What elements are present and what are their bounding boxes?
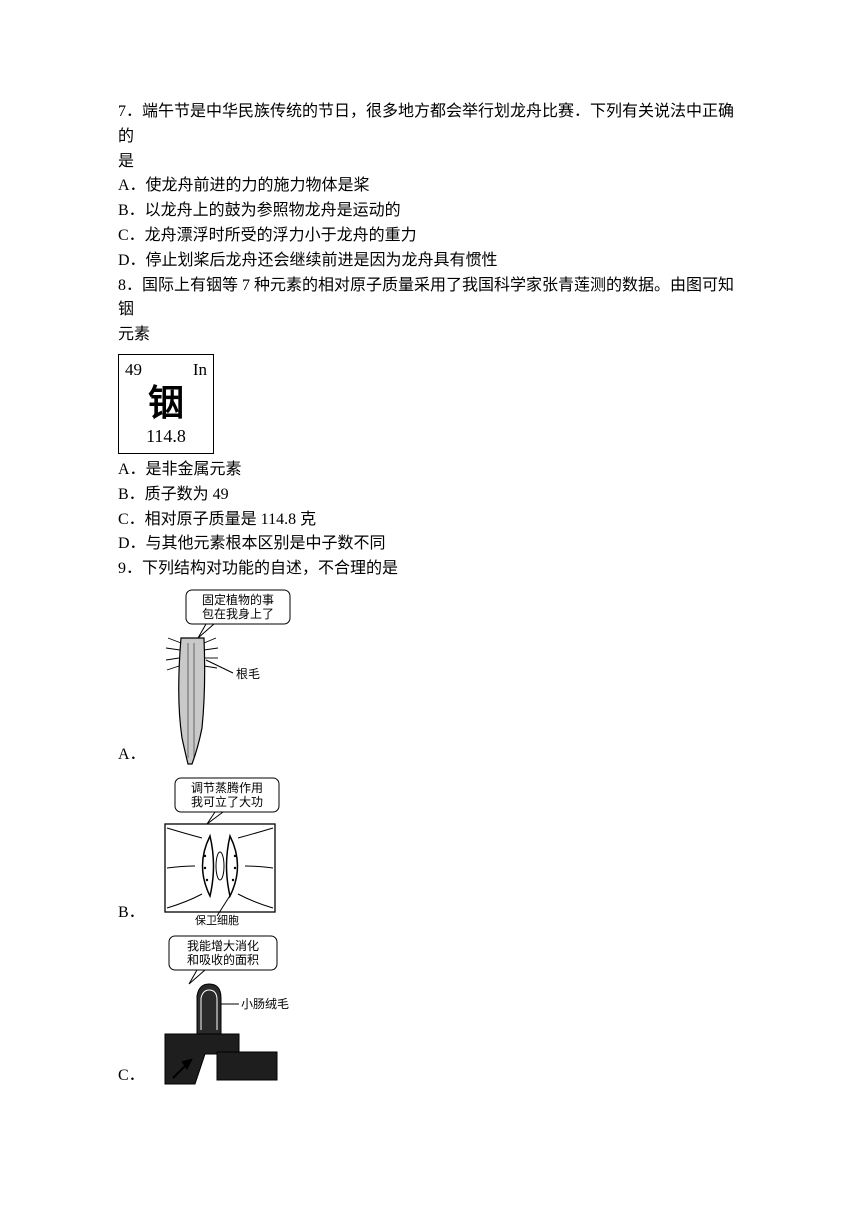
q9-stem: 9．下列结构对功能的自述，不合理的是 (118, 557, 742, 582)
q8-stem-line1: 8．国际上有铟等 7 种元素的相对原子质量采用了我国科学家张青莲测的数据。由图可… (118, 274, 742, 324)
q8-element-card: 49 In 铟 114.8 (118, 354, 214, 454)
q8-element-symbol: In (193, 357, 207, 383)
q9a-label: 根毛 (236, 667, 260, 681)
q8-element-name: 铟 (148, 385, 184, 421)
q9-figure-a-row: A． 固定植物的事 包在我身上了 根毛 (118, 582, 742, 770)
q9a-bubble-line1: 固定植物的事 (202, 592, 274, 607)
q7-option-a: A．使龙舟前进的力的施力物体是桨 (118, 174, 742, 199)
q9b-bubble-line1: 调节蒸腾作用 (191, 780, 263, 795)
q9a-bubble-line2: 包在我身上了 (202, 606, 274, 621)
q9c-bubble-line1: 我能增大消化 (187, 939, 259, 953)
q8-option-a: A．是非金属元素 (118, 458, 742, 483)
q8-element-mass: 114.8 (146, 423, 186, 451)
q8-option-c: C．相对原子质量是 114.8 克 (118, 508, 742, 533)
q9-figure-c: 我能增大消化 和吸收的面积 小肠绒毛 (147, 934, 307, 1089)
q9-figure-a: 固定植物的事 包在我身上了 根毛 (148, 588, 298, 768)
q8-option-b: B．质子数为 49 (118, 483, 742, 508)
q8-option-d: D．与其他元素根本区别是中子数不同 (118, 532, 742, 557)
q8-stem-line2: 元素 (118, 323, 742, 348)
q9-letter-a: A． (118, 743, 146, 770)
q9b-label: 保卫细胞 (195, 913, 239, 926)
q9c-bubble-line2: 和吸收的面积 (187, 952, 259, 967)
q9c-label: 小肠绒毛 (241, 997, 289, 1011)
q7-option-c: C．龙舟漂浮时所受的浮力小于龙舟的重力 (118, 224, 742, 249)
q9-letter-c: C． (118, 1064, 145, 1091)
q9-figure-b-row: B． 调节蒸腾作用 我可立了大功 保卫细胞 (118, 770, 742, 928)
q7-stem-line1: 7．端午节是中华民族传统的节日，很多地方都会举行划龙舟比赛．下列有关说法中正确的 (118, 100, 742, 150)
q9b-bubble-line2: 我可立了大功 (191, 794, 263, 809)
q9-figure-b: 调节蒸腾作用 我可立了大功 保卫细胞 (147, 776, 307, 926)
q9-figure-c-row: C． 我能增大消化 和吸收的面积 小肠绒毛 (118, 928, 742, 1091)
q7-option-b: B．以龙舟上的鼓为参照物龙舟是运动的 (118, 199, 742, 224)
q8-element-number: 49 (125, 357, 142, 383)
q7-option-d: D．停止划桨后龙舟还会继续前进是因为龙舟具有惯性 (118, 249, 742, 274)
q9-letter-b: B． (118, 901, 145, 928)
q7-stem-line2: 是 (118, 150, 742, 175)
q8-element-top-row: 49 In (119, 357, 213, 383)
